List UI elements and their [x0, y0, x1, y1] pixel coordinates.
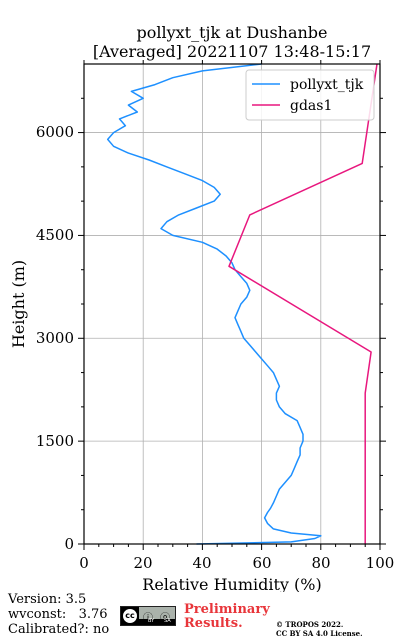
legend-label-gdas1: gdas1	[290, 98, 332, 114]
preliminary-line-1: Preliminary	[184, 602, 270, 617]
copyright-note: © TROPOS 2022. CC BY SA 4.0 License.	[276, 620, 363, 638]
legend-box	[245, 69, 375, 121]
y-tick-label: 0	[64, 535, 74, 553]
copyright-line-1: © TROPOS 2022.	[276, 620, 344, 629]
preliminary-results-note: Preliminary Results.	[184, 603, 270, 631]
series-line-pollyxt	[106, 63, 322, 545]
data-series	[106, 63, 378, 545]
x-tick-label: 20	[133, 554, 152, 572]
by-label: BY	[148, 618, 155, 624]
axis-ticks	[78, 60, 386, 550]
chart-title: pollyxt_tjk at Dushanbe	[136, 23, 327, 42]
chart-subtitle: [Averaged] 20221107 13:48-15:17	[93, 42, 371, 61]
cc-icon: cc	[123, 609, 137, 623]
grid-lines	[83, 64, 381, 545]
calibrated-text: Calibrated?: no	[8, 622, 110, 637]
preliminary-line-2: Results.	[184, 616, 243, 631]
y-tick-label: 6000	[36, 123, 74, 141]
x-tick-label: 40	[192, 554, 211, 572]
processing-info: Version: 3.5 wvconst: 3.76 Calibrated?: …	[8, 592, 109, 637]
relative-humidity-chart: pollyxt_tjk at Dushanbe [Averaged] 20221…	[9, 23, 395, 592]
legend: pollyxt_tjk gdas1	[245, 69, 375, 121]
cc-badge-bar: BY SA	[139, 618, 175, 625]
y-tick-label: 4500	[36, 226, 74, 244]
copyright-line-2: CC BY SA 4.0 License.	[276, 629, 363, 638]
x-tick-label: 80	[311, 554, 330, 572]
version-text: Version: 3.5	[8, 592, 87, 607]
y-axis-label: Height (m)	[9, 260, 28, 348]
wvconst-text: wvconst: 3.76	[8, 607, 108, 622]
cc-logo-block: cc	[121, 607, 139, 625]
x-tick-label: 0	[79, 554, 89, 572]
plot-area	[83, 63, 381, 545]
legend-label-pollyxt: pollyxt_tjk	[290, 77, 364, 93]
sa-label: SA	[164, 618, 171, 624]
by-sa-icons: ⓘ ⓞ	[143, 609, 172, 624]
x-tick-label: 100	[366, 554, 395, 572]
cc-by-sa-license-badge: cc ⓘ ⓞ BY SA	[120, 606, 176, 626]
series-line-gdas1	[228, 63, 378, 544]
y-tick-label: 1500	[36, 432, 74, 450]
y-tick-label: 3000	[36, 329, 74, 347]
x-tick-label: 60	[252, 554, 271, 572]
x-axis-label: Relative Humidity (%)	[142, 575, 321, 592]
